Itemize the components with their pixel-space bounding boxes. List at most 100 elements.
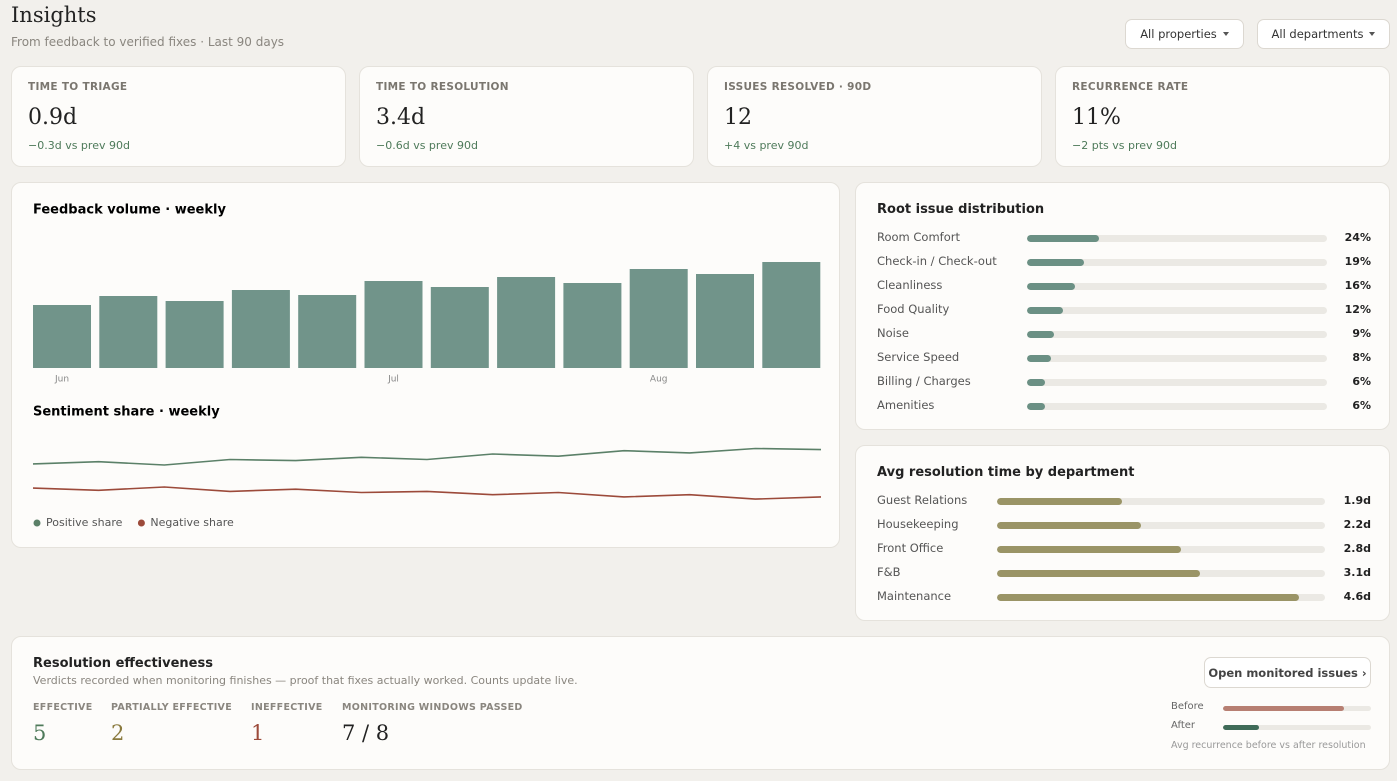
stat-value: 7 / 8 bbox=[342, 721, 390, 745]
open-monitored-button[interactable]: Open monitored issues › bbox=[1204, 657, 1371, 688]
filter-properties[interactable]: All properties bbox=[1125, 19, 1244, 49]
stat-value: 2 bbox=[111, 721, 125, 745]
row-label: Before bbox=[1171, 701, 1204, 712]
kpi-label: RECURRENCE RATE bbox=[1072, 81, 1189, 93]
bar bbox=[997, 569, 1201, 577]
effectiveness-card: Resolution effectiveness Verdicts record… bbox=[11, 636, 1390, 770]
caret bbox=[1222, 32, 1229, 36]
section-title: Resolution effectiveness bbox=[33, 656, 213, 671]
bar bbox=[99, 296, 158, 368]
bar-track bbox=[997, 545, 1325, 553]
legend-dot bbox=[33, 519, 41, 527]
filter-departments[interactable]: All departments bbox=[1257, 19, 1390, 49]
row-label: Billing / Charges bbox=[877, 374, 971, 388]
value-label: 19% bbox=[1344, 255, 1371, 268]
row-label: Food Quality bbox=[877, 302, 950, 316]
filter-label: All properties bbox=[1140, 27, 1217, 41]
bar bbox=[1223, 705, 1345, 711]
kpi-delta: −0.6d vs prev 90d bbox=[376, 139, 478, 152]
bar-track bbox=[1027, 378, 1327, 386]
bar bbox=[1027, 402, 1045, 410]
bar-track bbox=[1027, 282, 1327, 290]
bar-track bbox=[1027, 306, 1327, 314]
bar bbox=[33, 305, 91, 368]
row-label: Check-in / Check-out bbox=[877, 254, 997, 268]
value-label: 2.2d bbox=[1343, 518, 1371, 531]
bar-track bbox=[1027, 258, 1327, 266]
bar-track bbox=[1223, 724, 1371, 730]
volume-chart: Feedback volume · weekly Sentiment share… bbox=[32, 203, 822, 529]
legend-label: Negative share bbox=[150, 516, 234, 529]
bar-track bbox=[997, 497, 1325, 505]
bar bbox=[762, 262, 821, 368]
filter-label: All departments bbox=[1271, 27, 1364, 41]
bar bbox=[563, 283, 622, 368]
kpi-card: TIME TO TRIAGE 0.9d −0.3d vs prev 90d bbox=[11, 66, 346, 167]
bar bbox=[997, 593, 1299, 601]
value-label: 3.1d bbox=[1343, 566, 1371, 579]
kpi-value: 12 bbox=[724, 105, 752, 130]
chart-title: Feedback volume · weekly bbox=[33, 203, 226, 218]
bar-track bbox=[997, 521, 1325, 529]
stat-label: INEFFECTIVE bbox=[251, 702, 323, 713]
caption: Avg recurrence before vs after resolutio… bbox=[1171, 740, 1366, 751]
row-label: Service Speed bbox=[877, 350, 960, 364]
bar bbox=[165, 301, 224, 368]
kpi-delta: −2 pts vs prev 90d bbox=[1072, 139, 1177, 152]
kpi-delta: +4 vs prev 90d bbox=[724, 139, 809, 152]
kpi-value: 11% bbox=[1072, 105, 1121, 130]
value-label: 12% bbox=[1344, 303, 1371, 316]
bar-track bbox=[1027, 330, 1327, 338]
root-card: Root issue distribution Room Comfort 24% C… bbox=[855, 182, 1390, 430]
line-series bbox=[32, 486, 822, 500]
kpi-value: 3.4d bbox=[376, 105, 426, 130]
row-label: Amenities bbox=[877, 398, 935, 412]
volume-card: Feedback volume · weekly Sentiment share… bbox=[11, 182, 840, 548]
legend-label: Positive share bbox=[46, 516, 123, 529]
row-label: After bbox=[1171, 720, 1196, 731]
bar bbox=[629, 269, 688, 368]
value-label: 24% bbox=[1344, 231, 1371, 244]
page-subtitle: From feedback to verified fixes · Last 9… bbox=[11, 35, 285, 49]
page-title: Insights bbox=[11, 3, 97, 27]
kpi-label: ISSUES RESOLVED · 90D bbox=[724, 81, 872, 93]
line-series bbox=[32, 447, 822, 466]
bar bbox=[997, 497, 1122, 505]
value-label: 8% bbox=[1352, 351, 1371, 364]
bar-track bbox=[1027, 402, 1327, 410]
bar-track bbox=[997, 569, 1325, 577]
value-label: 4.6d bbox=[1343, 590, 1371, 603]
chart-title: Sentiment share · weekly bbox=[33, 405, 220, 420]
bar bbox=[997, 545, 1181, 553]
bar bbox=[298, 295, 357, 368]
bar bbox=[1027, 330, 1054, 338]
stat-label: EFFECTIVE bbox=[33, 702, 93, 713]
stat-value: 5 bbox=[33, 721, 47, 745]
value-label: 6% bbox=[1352, 375, 1371, 388]
row-label: Cleanliness bbox=[877, 278, 943, 292]
row-label: Room Comfort bbox=[877, 230, 960, 244]
bar-track bbox=[1223, 705, 1371, 711]
legend-dot bbox=[137, 519, 145, 527]
bar bbox=[997, 521, 1142, 529]
stat-label: MONITORING WINDOWS PASSED bbox=[342, 702, 523, 713]
bar bbox=[1027, 378, 1045, 386]
bar bbox=[696, 274, 754, 368]
value-label: 9% bbox=[1352, 327, 1371, 340]
value-label: 16% bbox=[1344, 279, 1371, 292]
kpi-card: ISSUES RESOLVED · 90D 12 +4 vs prev 90d bbox=[707, 66, 1042, 167]
kpi-card: TIME TO RESOLUTION 3.4d −0.6d vs prev 90d bbox=[359, 66, 694, 167]
row-label: F&B bbox=[877, 565, 901, 579]
kpi-label: TIME TO TRIAGE bbox=[28, 81, 128, 93]
value-label: 1.9d bbox=[1343, 494, 1371, 507]
row-label: Noise bbox=[877, 326, 909, 340]
kpi-card: RECURRENCE RATE 11% −2 pts vs prev 90d bbox=[1055, 66, 1390, 167]
row-label: Guest Relations bbox=[877, 493, 968, 507]
value-label: 2.8d bbox=[1343, 542, 1371, 555]
bar bbox=[497, 277, 556, 368]
bar bbox=[1027, 306, 1063, 314]
section-subtitle: Verdicts recorded when monitoring finish… bbox=[33, 674, 578, 687]
kpi-value: 0.9d bbox=[28, 105, 78, 130]
caret bbox=[1369, 32, 1376, 36]
